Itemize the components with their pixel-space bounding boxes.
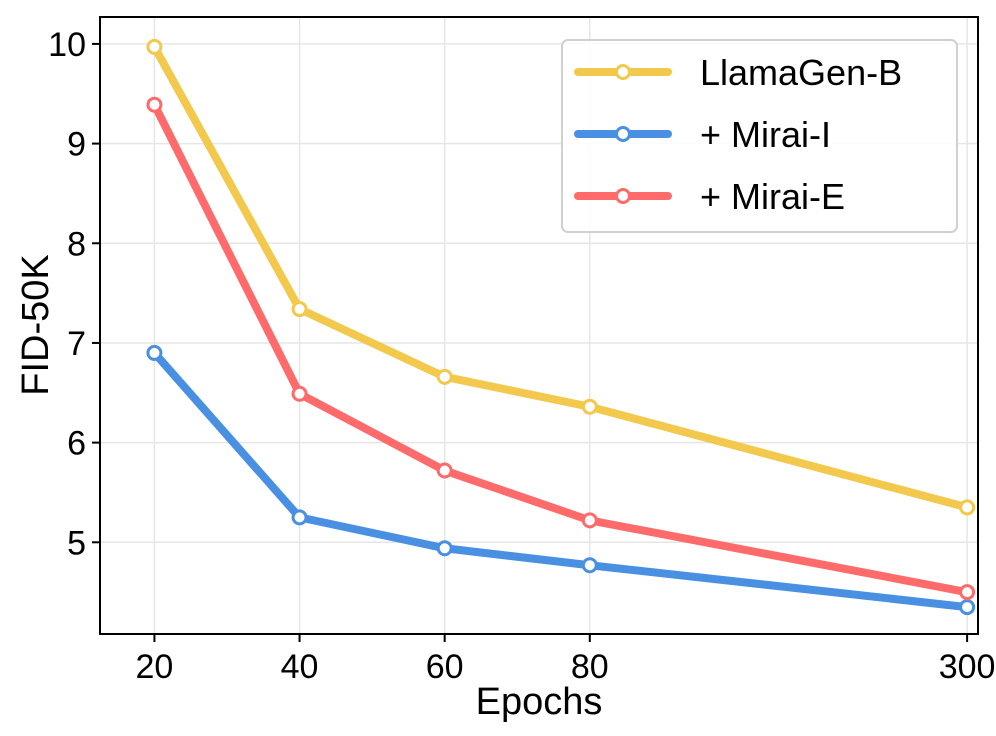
x-axis-title: Epochs	[476, 681, 603, 723]
y-tick-label: 6	[67, 425, 86, 463]
legend: LlamaGen-B + Mirai-I + Mirai-E	[561, 39, 958, 233]
legend-frame	[561, 39, 958, 233]
data-point-llamagen-b	[291, 301, 308, 318]
plot-frame	[99, 16, 979, 635]
x-tick-label: 80	[571, 648, 609, 686]
y-tick-label: 9	[67, 126, 86, 164]
data-point-mirai-e	[146, 96, 163, 113]
x-tick-label: 60	[426, 648, 464, 686]
data-point-mirai-i	[959, 599, 976, 616]
legend-marker-mirai-i	[615, 126, 631, 142]
y-tick-label: 5	[67, 524, 86, 562]
x-tick-label: 20	[136, 648, 174, 686]
data-point-mirai-e	[436, 462, 453, 479]
y-axis-title: FID-50K	[15, 254, 57, 395]
legend-label-mirai-e: + Mirai-E	[700, 176, 845, 217]
data-point-mirai-e	[581, 512, 598, 529]
data-point-mirai-i	[581, 557, 598, 574]
y-tick-label: 8	[67, 225, 86, 263]
data-point-llamagen-b	[581, 398, 598, 415]
legend-label-llamagen-b: LlamaGen-B	[700, 52, 902, 93]
data-point-mirai-i	[291, 509, 308, 526]
x-tick-label: 40	[281, 648, 319, 686]
x-tick-label: 300	[939, 648, 996, 686]
tick-labels: 20 40 60 80 300 5 6 7 8 9 10	[48, 26, 995, 686]
y-tick-label: 10	[48, 26, 86, 64]
data-point-mirai-e	[291, 385, 308, 402]
data-point-llamagen-b	[436, 368, 453, 385]
data-point-mirai-i	[146, 344, 163, 361]
data-point-mirai-e	[959, 584, 976, 601]
legend-marker-llamagen-b	[615, 64, 631, 80]
y-tick-label: 7	[67, 325, 86, 363]
data-point-mirai-i	[436, 540, 453, 557]
legend-marker-mirai-e	[615, 188, 631, 204]
axes	[99, 16, 979, 635]
legend-label-mirai-i: + Mirai-I	[700, 114, 831, 155]
data-point-llamagen-b	[146, 38, 163, 55]
data-point-llamagen-b	[959, 499, 976, 516]
series-layer	[146, 38, 976, 616]
